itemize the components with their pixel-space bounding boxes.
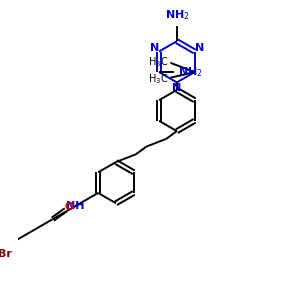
Text: NH$_2$: NH$_2$ <box>164 9 189 22</box>
Text: NH$_2$: NH$_2$ <box>178 65 203 79</box>
Text: O: O <box>65 202 74 212</box>
Text: NH: NH <box>66 201 85 211</box>
Text: Br: Br <box>0 249 12 259</box>
Text: N: N <box>195 43 204 53</box>
Text: N: N <box>150 43 159 53</box>
Text: N: N <box>172 83 182 93</box>
Text: H$_3$C: H$_3$C <box>148 55 169 69</box>
Text: H$_3$C: H$_3$C <box>148 72 169 86</box>
